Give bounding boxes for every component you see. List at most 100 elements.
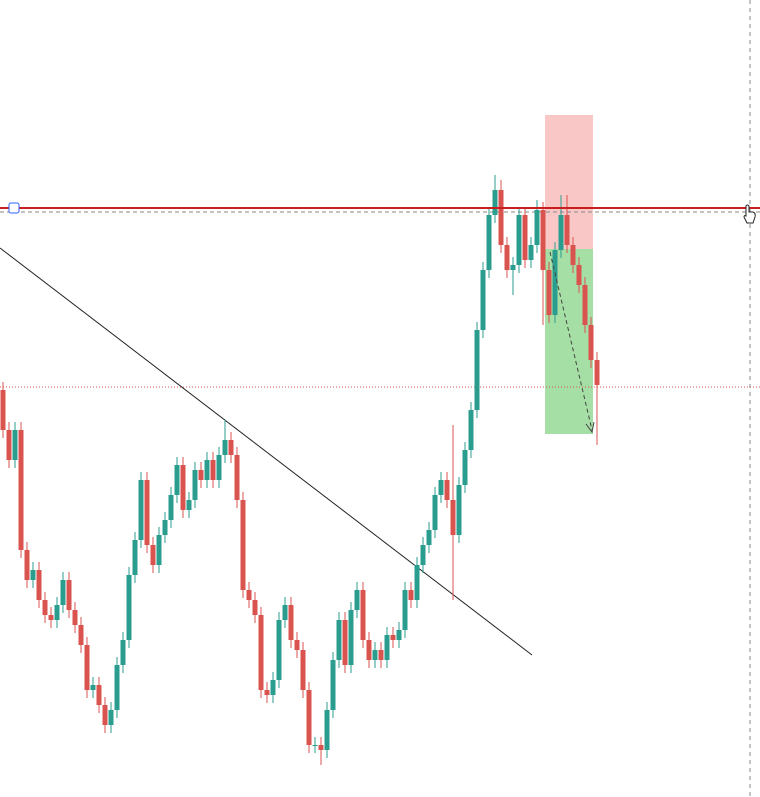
candle-body — [282, 605, 288, 620]
candle-body — [96, 685, 102, 705]
candle-body — [378, 650, 384, 660]
candle-body — [6, 430, 12, 460]
candle-body — [72, 610, 78, 625]
candle-body — [342, 620, 348, 665]
candle-body — [510, 265, 516, 270]
candle-body — [468, 410, 474, 450]
candle-body — [288, 605, 294, 640]
candle-body — [474, 330, 480, 410]
candle-body — [204, 460, 210, 480]
candle-body — [390, 635, 396, 640]
candle-body — [162, 520, 168, 535]
candle-body — [12, 430, 18, 460]
candle-body — [294, 640, 300, 650]
candle-body — [186, 500, 192, 510]
candle-body — [36, 570, 42, 600]
cursor — [743, 204, 756, 224]
candle-body — [414, 565, 420, 600]
candle-body — [270, 680, 276, 695]
candle-body — [336, 620, 342, 660]
candle-body — [516, 215, 522, 265]
candle-body — [138, 480, 144, 540]
candle-body — [114, 665, 120, 710]
candle-body — [366, 640, 372, 660]
candle-body — [258, 615, 264, 690]
candle-body — [426, 530, 432, 545]
candle-body — [24, 550, 30, 580]
candle-body — [498, 190, 504, 245]
candle-body — [318, 745, 324, 750]
candle-body — [348, 610, 354, 665]
candle-body — [588, 325, 594, 360]
candle-body — [234, 455, 240, 500]
candle-body — [48, 615, 54, 620]
candle-body — [264, 690, 270, 695]
candle-body — [132, 540, 138, 575]
candle-body — [102, 705, 108, 725]
candle-body — [480, 270, 486, 330]
candle-body — [312, 745, 318, 746]
line-handle[interactable] — [8, 202, 20, 214]
candle-body — [126, 575, 132, 640]
candle-body — [492, 190, 498, 215]
candle-body — [240, 500, 246, 590]
candle-body — [450, 500, 456, 535]
candle-body — [354, 590, 360, 610]
candle-body — [546, 270, 552, 315]
candle-body — [18, 430, 24, 550]
candle-body — [90, 685, 96, 690]
candle-body — [150, 545, 156, 565]
candle-body — [84, 645, 90, 690]
candle-body — [192, 470, 198, 500]
candle-body — [372, 650, 378, 660]
candle-body — [144, 480, 150, 545]
candle-body — [246, 590, 252, 600]
candle-body — [330, 660, 336, 710]
candle-body — [402, 590, 408, 630]
candle-body — [180, 465, 186, 510]
candle-body — [156, 535, 162, 565]
candle-body — [444, 480, 450, 500]
candle-body — [552, 250, 558, 315]
candle-body — [306, 690, 312, 745]
candle-body — [540, 210, 546, 270]
candle-body — [420, 545, 426, 565]
candle-body — [522, 215, 528, 260]
candle-body — [504, 245, 510, 270]
candle-body — [582, 285, 588, 325]
arrow-head — [585, 421, 595, 434]
candle-body — [252, 600, 258, 615]
candle-body — [396, 630, 402, 640]
candle-body — [78, 625, 84, 645]
trend-line[interactable] — [0, 247, 533, 656]
target-zone — [545, 249, 593, 434]
candle-body — [384, 635, 390, 660]
candles — [0, 175, 600, 765]
candle-body — [228, 440, 234, 455]
candle-body — [300, 650, 306, 690]
candle-body — [30, 570, 36, 580]
candle-body — [432, 495, 438, 530]
candle-body — [462, 450, 468, 485]
candle-body — [120, 640, 126, 665]
candle-body — [438, 480, 444, 495]
candle-body — [54, 605, 60, 620]
candle-body — [594, 360, 600, 385]
candle-body — [210, 460, 216, 480]
candle-body — [534, 210, 540, 245]
candle-body — [42, 600, 48, 615]
candle-body — [528, 245, 534, 260]
candle-body — [60, 580, 66, 605]
candle-body — [558, 215, 564, 250]
candle-body — [408, 590, 414, 600]
candle-body — [108, 710, 114, 725]
candle-body — [168, 495, 174, 520]
candle-body — [222, 440, 228, 455]
candle-body — [66, 580, 72, 610]
candle-body — [0, 390, 6, 430]
candle-body — [198, 470, 204, 480]
candle-body — [564, 215, 570, 245]
candle-body — [360, 590, 366, 640]
